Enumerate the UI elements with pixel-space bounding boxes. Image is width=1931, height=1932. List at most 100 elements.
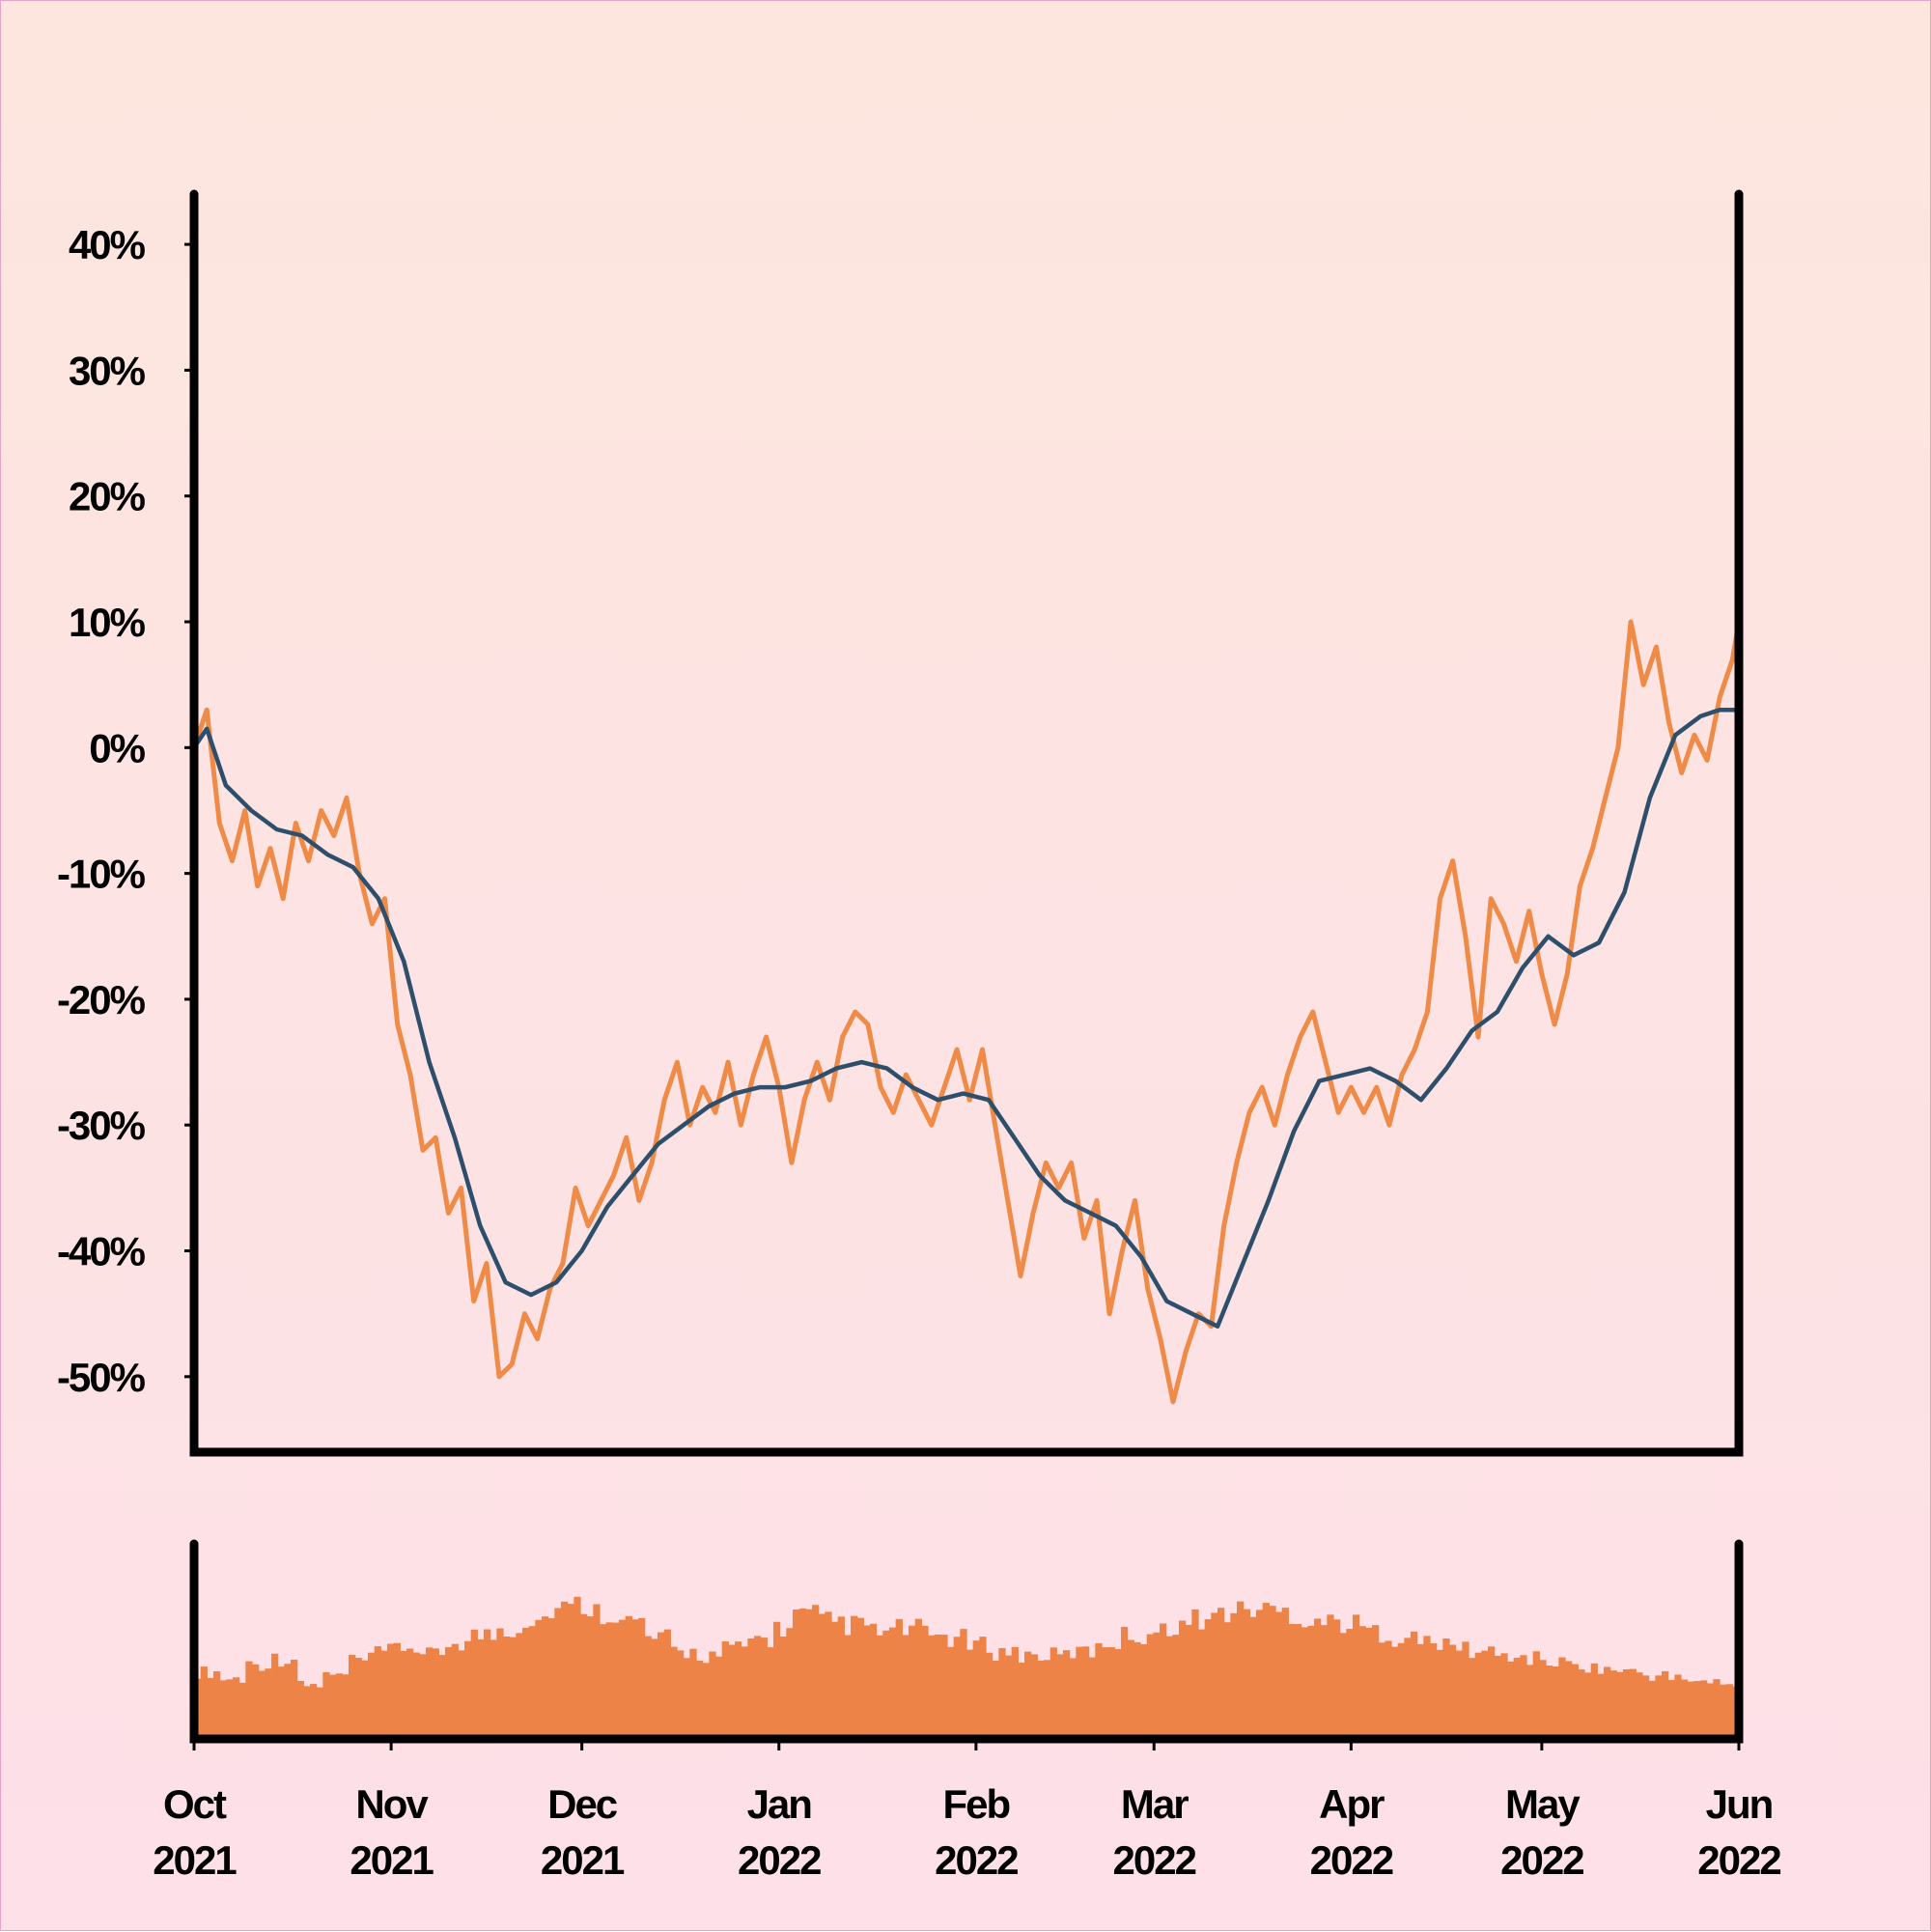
volume-bar [361, 1660, 369, 1739]
volume-bar [1165, 1636, 1173, 1739]
volume-bar [265, 1668, 272, 1739]
volume-bar [1030, 1654, 1038, 1739]
volume-bar [1411, 1631, 1418, 1739]
volume-bar [1088, 1657, 1096, 1739]
volume-bar [1378, 1642, 1385, 1739]
volume-bar [1204, 1619, 1212, 1739]
volume-bar [412, 1652, 420, 1739]
volume-bar [1153, 1632, 1161, 1739]
volume-bar [638, 1617, 646, 1739]
volume-bar [322, 1671, 330, 1739]
y-tick-label: 20% [69, 474, 146, 519]
volume-bar [728, 1644, 736, 1739]
volume-bar [1140, 1643, 1148, 1739]
volume-bar [863, 1625, 871, 1739]
volume-bar [380, 1650, 388, 1739]
volume-bar [1616, 1671, 1624, 1739]
volume-bar [271, 1653, 279, 1739]
volume-bar [625, 1615, 632, 1739]
volume-bar [438, 1655, 446, 1739]
volume-bar [1565, 1661, 1573, 1739]
volume-bar [226, 1679, 234, 1739]
volume-bar [914, 1618, 922, 1739]
volume-bar [1262, 1603, 1270, 1739]
volume-bar [1172, 1635, 1180, 1739]
volume-bar [1474, 1652, 1482, 1739]
volume-plot-frame [189, 1539, 1744, 1744]
volume-bar [1281, 1608, 1289, 1739]
volume-bar [1397, 1642, 1405, 1739]
volume-bar [470, 1629, 478, 1739]
volume-bar [1365, 1627, 1373, 1739]
volume-bar [1339, 1633, 1347, 1739]
volume-bar [1706, 1683, 1714, 1739]
volume-bar [1494, 1655, 1501, 1739]
volume-bar [490, 1639, 497, 1739]
volume-bar [1571, 1664, 1579, 1739]
volume-bar [1307, 1625, 1315, 1739]
volume-bar [1449, 1644, 1457, 1739]
volume-bar [387, 1643, 395, 1739]
volume-bar [207, 1677, 214, 1739]
volume-bar [1655, 1675, 1663, 1739]
volume-bar [1044, 1660, 1051, 1739]
x-tick-month-label: May [1505, 1781, 1581, 1827]
volume-bar [1018, 1662, 1025, 1739]
volume-bar [1230, 1612, 1238, 1739]
y-tick-label: -50% [57, 1355, 146, 1400]
volume-bar [812, 1605, 820, 1739]
volume-bar [1416, 1643, 1424, 1739]
volume-bar [1327, 1614, 1334, 1739]
volume-bar [342, 1674, 350, 1739]
x-tick-year-label: 2021 [153, 1837, 237, 1883]
volume-bar [484, 1629, 491, 1739]
volume-bar [683, 1658, 690, 1739]
volume-bar [1455, 1650, 1463, 1739]
volume-bar [909, 1625, 916, 1739]
x-tick-year-label: 2022 [935, 1837, 1018, 1883]
volume-bar [542, 1616, 549, 1739]
volume-bar [1320, 1625, 1328, 1739]
volume-bar [1725, 1684, 1733, 1739]
volume-bar [349, 1654, 356, 1739]
volume-bar [670, 1646, 678, 1739]
volume-bar [651, 1638, 658, 1739]
volume-bar [1404, 1638, 1412, 1739]
volume-bar [1198, 1629, 1206, 1739]
volume-bar [1648, 1680, 1656, 1739]
volume-bar [767, 1647, 774, 1739]
volume-bar [972, 1640, 980, 1739]
volume-bar [1700, 1680, 1708, 1739]
x-tick-month-label: Feb [943, 1781, 1010, 1827]
volume-bar [1114, 1648, 1122, 1739]
volume-bar [426, 1647, 434, 1739]
volume-bar [721, 1641, 729, 1739]
volume-bar [458, 1650, 465, 1739]
volume-bar [1423, 1636, 1431, 1739]
volume-bar [709, 1651, 716, 1739]
volume-bar [600, 1624, 607, 1739]
volume-bar [1539, 1660, 1547, 1739]
volume-bar [1314, 1618, 1322, 1739]
volume-bar [554, 1608, 562, 1739]
volume-bar [856, 1617, 864, 1739]
volume-bar [1469, 1658, 1476, 1739]
x-tick-year-label: 2022 [738, 1837, 821, 1883]
volume-bar [238, 1682, 246, 1739]
volume-bar [213, 1671, 221, 1739]
volume-bar [953, 1637, 961, 1739]
volume-bar [277, 1666, 285, 1739]
volume-bar [1488, 1646, 1496, 1739]
volume-bar [1191, 1609, 1199, 1739]
volume-bar [1185, 1624, 1192, 1739]
volume-bar [464, 1640, 472, 1739]
volume-bar [882, 1630, 890, 1739]
volume-bar [689, 1648, 697, 1739]
volume-bar [1687, 1681, 1694, 1739]
volume-bar [1629, 1668, 1637, 1739]
volume-bar [831, 1621, 839, 1739]
volume-bar [1513, 1657, 1521, 1739]
volume-bar [1507, 1661, 1515, 1739]
